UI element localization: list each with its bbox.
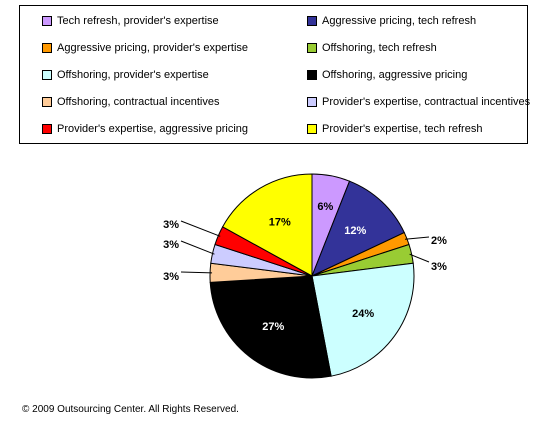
legend-label: Offshoring, tech refresh (322, 42, 437, 54)
legend-item: Aggressive pricing, provider's expertise (42, 41, 248, 55)
legend-swatch (42, 16, 52, 26)
legend-item: Aggressive pricing, tech refresh (307, 14, 476, 28)
slice-value-label: 2% (431, 235, 447, 247)
pie-slice (311, 262, 415, 377)
leader-line (180, 240, 215, 255)
slice-value-label: 27% (262, 321, 284, 333)
legend-item: Tech refresh, provider's expertise (42, 14, 219, 28)
legend-item: Provider's expertise, aggressive pricing (42, 122, 248, 136)
legend-swatch (307, 70, 317, 80)
legend-swatch (42, 124, 52, 134)
legend-label: Provider's expertise, aggressive pricing (57, 123, 249, 135)
legend-swatch (307, 43, 317, 53)
legend-label: Offshoring, aggressive pricing (322, 69, 468, 81)
slice-value-label: 3% (431, 261, 447, 273)
slice-value-label: 17% (269, 217, 291, 229)
pie-slice (209, 275, 332, 379)
slice-value-label: 24% (352, 308, 374, 320)
legend-label: Offshoring, provider's expertise (57, 69, 209, 81)
legend-label: Provider's expertise, tech refresh (322, 123, 483, 135)
legend-item: Offshoring, provider's expertise (42, 68, 209, 82)
legend-label: Aggressive pricing, tech refresh (322, 15, 477, 27)
slice-value-label: 6% (317, 201, 333, 213)
leader-line (180, 271, 213, 274)
legend-label: Offshoring, contractual incentives (57, 96, 220, 108)
legend-label: Aggressive pricing, provider's expertise (57, 42, 249, 54)
legend-swatch (307, 97, 317, 107)
pie-slice (311, 180, 405, 277)
slice-value-label: 3% (163, 239, 179, 251)
legend-swatch (42, 43, 52, 53)
leader-line (404, 236, 430, 240)
legend-label: Provider's expertise, contractual incent… (322, 96, 531, 108)
slice-value-label: 12% (344, 225, 366, 237)
leader-line (180, 220, 221, 237)
legend-swatch (307, 124, 317, 134)
legend-item: Offshoring, tech refresh (307, 41, 437, 55)
pie-chart: 6% 12% 2% 3% 24% 27% 3% 3% 3% 17% (163, 173, 447, 379)
legend-swatch (42, 97, 52, 107)
chart-legend: Tech refresh, provider's expertise Aggres… (19, 5, 530, 144)
slice-value-label: 3% (163, 271, 179, 283)
legend-label: Tech refresh, provider's expertise (57, 15, 219, 27)
pie-slice (221, 173, 313, 277)
slice-value-label: 3% (163, 219, 179, 231)
legend-swatch (307, 16, 317, 26)
leader-line (409, 253, 430, 263)
legend-swatch (42, 70, 52, 80)
legend-item: Offshoring, aggressive pricing (307, 68, 467, 82)
copyright-notice: © 2009 Outsourcing Center. All Rights Re… (22, 404, 239, 415)
legend-item: Provider's expertise, tech refresh (307, 122, 482, 136)
legend-item: Offshoring, contractual incentives (42, 95, 219, 109)
legend-item: Provider's expertise, contractual incent… (307, 95, 530, 109)
